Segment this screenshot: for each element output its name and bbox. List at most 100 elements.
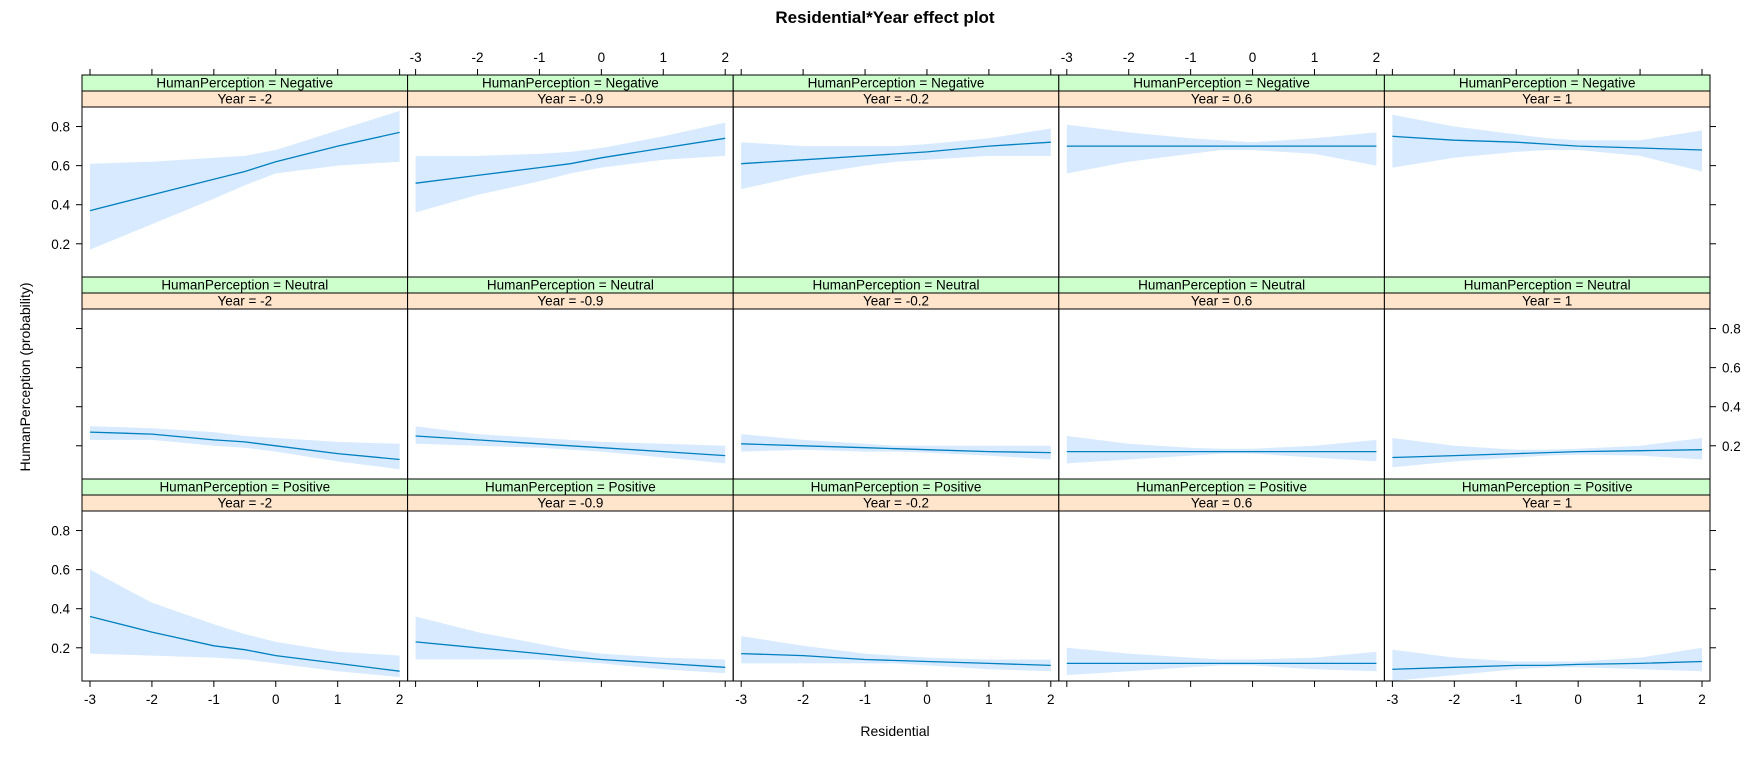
strip-outer-label: HumanPerception = Positive [811, 480, 982, 495]
strip-inner-label: Year = 0.6 [1191, 294, 1252, 309]
x-tick-label-bottom: 2 [1047, 692, 1055, 707]
y-tick-label-left: 0.8 [51, 524, 70, 539]
confidence-band [415, 616, 726, 674]
x-tick-label-bottom: -2 [146, 692, 158, 707]
confidence-band [741, 128, 1051, 190]
confidence-band [1066, 647, 1377, 676]
fit-line [741, 652, 1051, 667]
strip-inner-label: Year = -2 [217, 92, 272, 107]
chart-title: Residential*Year effect plot [775, 8, 995, 27]
fit-line [1392, 660, 1703, 670]
strip-outer-label: HumanPerception = Negative [808, 76, 985, 91]
strip-inner-label: Year = -0.2 [863, 496, 929, 511]
strip-outer-label: HumanPerception = Positive [1462, 480, 1633, 495]
y-tick-label-left: 0.2 [51, 641, 70, 656]
x-tick-label-bottom: 2 [396, 692, 404, 707]
fit-line [89, 131, 400, 212]
x-tick-label-bottom: -1 [208, 692, 220, 707]
x-tick-label-bottom: -1 [1510, 692, 1522, 707]
x-tick-label-bottom: -1 [859, 692, 871, 707]
strip-outer-label: HumanPerception = Neutral [161, 278, 328, 293]
x-tick-label-bottom: 1 [1636, 692, 1644, 707]
fit-line [415, 641, 726, 668]
strip-outer-label: HumanPerception = Neutral [813, 278, 980, 293]
confidence-band [1392, 647, 1702, 681]
x-tick-label-bottom: -3 [84, 692, 96, 707]
strip-inner-label: Year = -0.9 [537, 496, 603, 511]
strip-outer-label: HumanPerception = Positive [485, 480, 656, 495]
y-tick-label-right: 0.6 [1722, 361, 1741, 376]
strip-inner-label: Year = 0.6 [1191, 496, 1252, 511]
confidence-band [1392, 114, 1702, 172]
confidence-band [90, 569, 400, 678]
confidence-band [415, 122, 726, 213]
x-axis-label: Residential [860, 723, 929, 739]
strip-inner-label: Year = -0.9 [537, 92, 603, 107]
x-tick-label-top: 1 [1311, 50, 1319, 65]
confidence-band [741, 434, 1051, 460]
confidence-band [90, 426, 400, 470]
y-axis-label: HumanPerception (probability) [17, 282, 33, 471]
x-tick-label-top: -1 [1185, 50, 1197, 65]
x-tick-label-top: 2 [721, 50, 729, 65]
strip-outer-label: HumanPerception = Neutral [1138, 278, 1305, 293]
x-tick-label-top: 2 [1373, 50, 1381, 65]
fit-line [89, 431, 400, 461]
x-tick-label-top: 0 [1249, 50, 1257, 65]
strip-outer-label: HumanPerception = Neutral [487, 278, 654, 293]
fit-line [1392, 135, 1703, 151]
fit-line [1392, 449, 1703, 459]
x-tick-label-bottom: 0 [1574, 692, 1582, 707]
strip-outer-label: HumanPerception = Negative [156, 76, 333, 91]
y-tick-label-left: 0.4 [51, 198, 70, 213]
strip-outer-label: HumanPerception = Negative [1133, 76, 1310, 91]
x-tick-label-top: -2 [1123, 50, 1135, 65]
x-tick-label-top: -3 [1061, 50, 1073, 65]
fit-line [415, 435, 726, 457]
confidence-band [1066, 436, 1377, 464]
y-tick-label-left: 0.6 [51, 159, 70, 174]
x-tick-label-bottom: -3 [1386, 692, 1398, 707]
confidence-band [741, 636, 1051, 672]
strip-outer-label: HumanPerception = Neutral [1464, 278, 1631, 293]
y-tick-label-left: 0.4 [51, 602, 70, 617]
strip-inner-label: Year = -2 [217, 294, 272, 309]
strip-outer-label: HumanPerception = Negative [482, 76, 659, 91]
x-tick-label-bottom: 1 [334, 692, 342, 707]
panel-border [732, 106, 1060, 278]
x-tick-label-bottom: 0 [272, 692, 280, 707]
fit-line [741, 141, 1051, 165]
x-tick-label-bottom: -2 [797, 692, 809, 707]
x-tick-label-top: 1 [660, 50, 668, 65]
x-tick-label-bottom: -3 [735, 692, 747, 707]
strip-inner-label: Year = 1 [1522, 294, 1572, 309]
strip-inner-label: Year = 1 [1522, 496, 1572, 511]
y-tick-label-right: 0.2 [1722, 439, 1741, 454]
panel-border [1383, 510, 1711, 682]
x-tick-label-top: 0 [598, 50, 606, 65]
strip-outer-label: HumanPerception = Positive [1136, 480, 1307, 495]
confidence-band [415, 426, 726, 464]
x-tick-label-bottom: 0 [923, 692, 931, 707]
strip-outer-label: HumanPerception = Negative [1459, 76, 1636, 91]
fit-line [415, 137, 726, 184]
y-tick-label-left: 0.8 [51, 120, 70, 135]
confidence-band [90, 110, 400, 250]
confidence-band [1066, 124, 1377, 174]
x-tick-label-bottom: 2 [1698, 692, 1706, 707]
x-tick-label-top: -3 [410, 50, 422, 65]
